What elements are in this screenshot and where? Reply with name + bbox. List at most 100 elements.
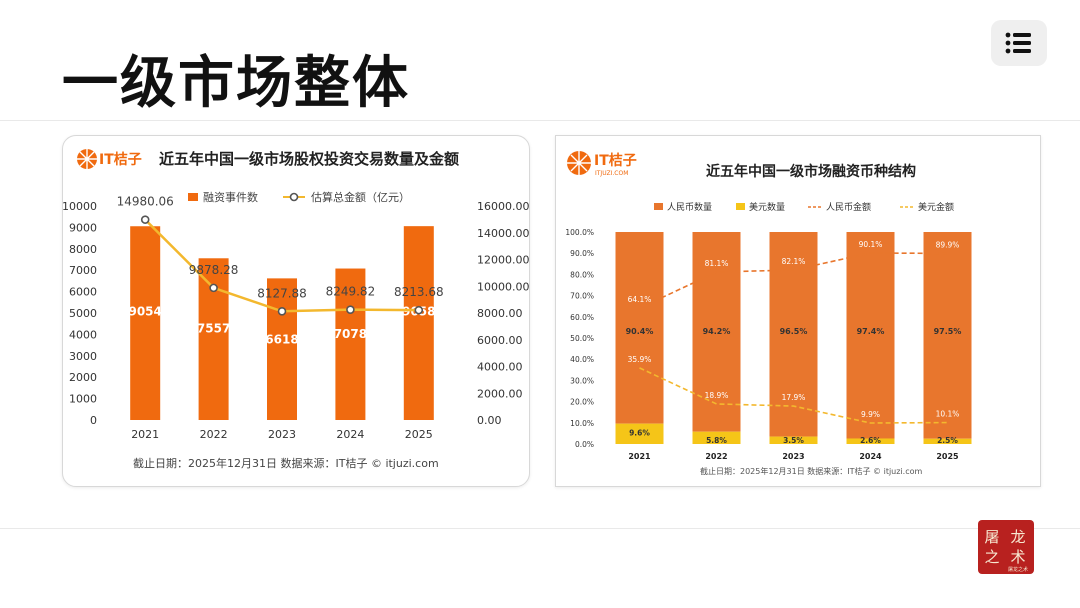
x-tick: 2024 xyxy=(859,452,882,461)
y-tick: 100.0% xyxy=(565,228,594,237)
legend-label: 估算总金额（亿元） xyxy=(311,190,410,204)
bar-rmb xyxy=(615,232,664,424)
line-label: 9878.28 xyxy=(189,263,239,277)
divider-line xyxy=(0,528,1080,529)
y-right-tick: 14000.00 xyxy=(477,227,529,240)
usd-amount-label: 35.9% xyxy=(628,355,652,364)
y-right-tick: 10000.00 xyxy=(477,280,529,293)
bar-usd xyxy=(692,431,741,444)
rmb-amount-label: 81.1% xyxy=(705,259,729,268)
y-left-tick: 7000 xyxy=(69,264,97,277)
y-right-tick: 6000.00 xyxy=(477,334,523,347)
itjuzi-logo: IT桔子 ITJUZI.COM xyxy=(567,151,637,177)
bar-label-usd: 9.6% xyxy=(629,429,650,438)
footnote: 截止日期：2025年12月31日 数据来源：IT桔子 © itjuzi.com xyxy=(133,456,439,470)
legend-marker-line xyxy=(289,192,299,202)
y-left-tick: 0 xyxy=(90,414,97,427)
legend-swatch-bar xyxy=(188,193,198,201)
x-tick: 2021 xyxy=(628,452,651,461)
legend-label: 美元金额 xyxy=(918,201,954,213)
y-left-tick: 8000 xyxy=(69,243,97,256)
logo-text: IT桔子 xyxy=(594,152,637,169)
line-point xyxy=(414,305,424,315)
y-left-tick: 1000 xyxy=(69,393,97,406)
bar-usd xyxy=(615,423,664,444)
bar-label-rmb: 96.5% xyxy=(780,327,808,336)
x-tick: 2025 xyxy=(405,428,433,441)
line-point xyxy=(209,283,218,293)
bar-usd xyxy=(769,436,818,444)
y-right-tick: 16000.00 xyxy=(477,200,529,213)
line-label: 8213.68 xyxy=(394,285,444,299)
deals-chart: IT桔子 近五年中国一级市场股权投资交易数量及金额 融资事件数 估算总金额（亿元… xyxy=(63,149,529,470)
svg-text:屠龙之术: 屠龙之术 xyxy=(1008,566,1028,573)
y-tick: 20.0% xyxy=(570,398,594,407)
line-label: 14980.06 xyxy=(117,195,174,209)
bar-label-usd: 2.6% xyxy=(860,436,881,445)
bar-label: 6618 xyxy=(265,333,298,347)
svg-text:术: 术 xyxy=(1010,548,1025,566)
line-label: 8127.88 xyxy=(257,286,307,300)
x-tick: 2024 xyxy=(336,428,364,441)
line-label: 8249.82 xyxy=(326,285,376,299)
y-tick: 60.0% xyxy=(570,313,594,322)
x-tick: 2022 xyxy=(200,428,228,441)
bar-label-rmb: 97.5% xyxy=(934,327,962,336)
page-title: 一级市场整体 xyxy=(62,51,410,116)
y-right-tick: 12000.00 xyxy=(477,254,529,267)
usd-amount-label: 9.9% xyxy=(861,410,880,419)
y-left-tick: 6000 xyxy=(69,286,97,299)
y-right-tick: 0.00 xyxy=(477,414,502,427)
legend-label: 人民币金额 xyxy=(826,201,871,213)
legend-swatch xyxy=(654,203,663,210)
bar xyxy=(130,226,161,420)
bar-rmb xyxy=(846,232,895,439)
bar-label-usd: 5.8% xyxy=(706,436,727,445)
logo-text: IT桔子 xyxy=(99,151,142,168)
y-left-tick: 10000 xyxy=(63,200,97,213)
rmb-amount-label: 64.1% xyxy=(628,295,652,304)
y-left-tick: 2000 xyxy=(69,371,97,384)
footnote: 截止日期：2025年12月31日 数据来源：IT桔子 © itjuzi.com xyxy=(700,466,923,476)
y-left-tick: 4000 xyxy=(69,328,97,341)
y-left-tick: 3000 xyxy=(69,350,97,363)
x-tick: 2022 xyxy=(705,452,727,461)
bar-label: 7078 xyxy=(334,327,367,341)
bar xyxy=(198,258,229,420)
y-left-tick: 5000 xyxy=(69,307,97,320)
usd-amount-label: 17.9% xyxy=(782,393,806,402)
bar-label-rmb: 97.4% xyxy=(857,327,885,336)
usd-amount-label: 18.9% xyxy=(705,391,729,400)
y-right-tick: 2000.00 xyxy=(477,387,523,400)
y-left-tick: 9000 xyxy=(69,221,97,234)
itjuzi-logo: IT桔子 xyxy=(77,149,142,169)
y-tick: 0.0% xyxy=(575,440,594,449)
usd-amount-label: 10.1% xyxy=(936,410,960,419)
x-tick: 2023 xyxy=(268,428,296,441)
chart-title: 近五年中国一级市场融资币种结构 xyxy=(706,163,916,180)
bar-usd xyxy=(923,438,972,444)
line-point xyxy=(140,215,150,224)
seal-logo: 屠 龙 之 术 屠龙之术 xyxy=(978,520,1034,574)
bar-label: 7557 xyxy=(197,322,230,336)
y-tick: 50.0% xyxy=(570,334,594,343)
y-tick: 10.0% xyxy=(570,419,594,428)
y-right-tick: 4000.00 xyxy=(477,361,523,374)
bar xyxy=(335,268,366,420)
menu-button[interactable] xyxy=(991,20,1047,66)
svg-text:龙: 龙 xyxy=(1010,528,1025,546)
bar xyxy=(403,226,434,420)
y-right-tick: 8000.00 xyxy=(477,307,523,320)
bar-label-usd: 2.5% xyxy=(937,436,958,445)
chart-title: 近五年中国一级市场股权投资交易数量及金额 xyxy=(159,150,459,168)
divider-line xyxy=(0,120,1080,121)
x-tick: 2021 xyxy=(131,428,159,441)
x-tick: 2025 xyxy=(936,452,959,461)
line-point xyxy=(346,305,355,314)
bar xyxy=(267,278,297,420)
line-point xyxy=(277,306,287,316)
chart-card-deals: IT桔子 近五年中国一级市场股权投资交易数量及金额 融资事件数 估算总金额（亿元… xyxy=(62,135,530,487)
bar-label-rmb: 90.4% xyxy=(626,327,654,336)
legend-label: 人民币数量 xyxy=(667,201,712,213)
usd-amount-line xyxy=(639,367,948,424)
